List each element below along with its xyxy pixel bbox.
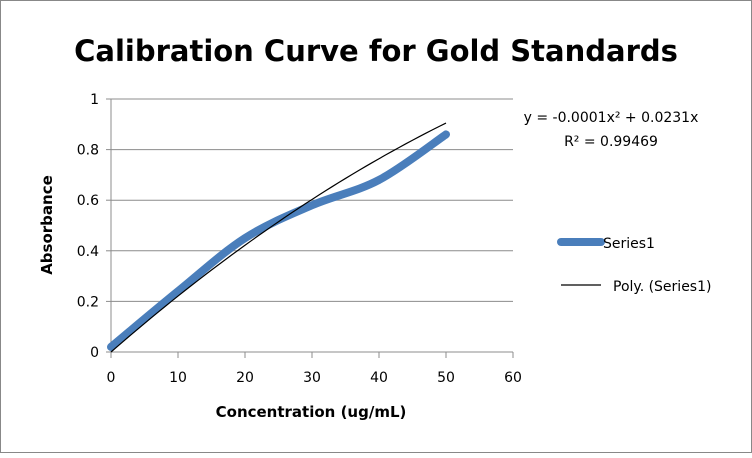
y-tick-label: 0.2 — [77, 294, 99, 310]
y-tick-label: 0.6 — [77, 193, 99, 209]
x-tick-label: 20 — [236, 370, 254, 386]
x-axis-label: Concentration (ug/mL) — [216, 403, 407, 421]
poly-trendline — [110, 122, 447, 353]
chart-title: Calibration Curve for Gold Standards — [74, 34, 678, 68]
legend-label-poly: Poly. (Series1) — [613, 279, 711, 295]
x-tick-label: 40 — [370, 370, 388, 386]
y-tick-label: 0 — [90, 345, 99, 361]
trendline-equation: y = -0.0001x² + 0.0231x — [524, 110, 699, 126]
legend-label-series1: Series1 — [603, 236, 655, 252]
x-tick-label: 30 — [303, 370, 321, 386]
y-tick-label: 1 — [90, 92, 99, 108]
r-squared: R² = 0.99469 — [564, 134, 658, 150]
y-tick-label: 0.4 — [77, 244, 99, 260]
x-tick-label: 50 — [437, 370, 455, 386]
y-tick-label: 0.8 — [77, 143, 99, 159]
y-axis-label: Absorbance — [38, 175, 56, 275]
x-tick-label: 10 — [169, 370, 187, 386]
x-tick-label: 60 — [504, 370, 522, 386]
legend: Series1 Poly. (Series1) — [557, 236, 711, 295]
x-tick-label: 0 — [107, 370, 116, 386]
series1-line — [107, 130, 450, 351]
